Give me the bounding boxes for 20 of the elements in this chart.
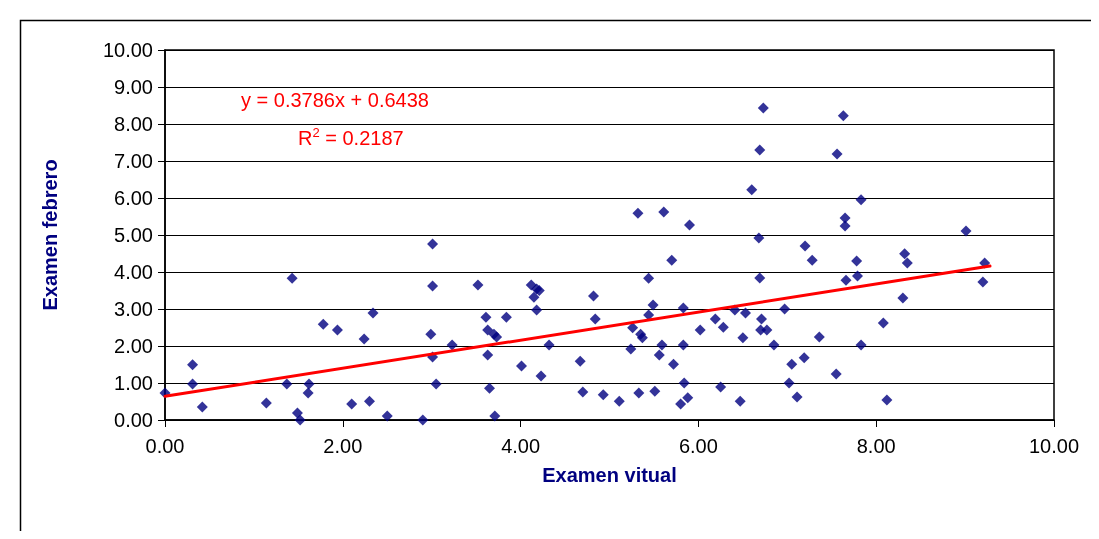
y-tick-label: 2.00 [114, 335, 153, 357]
y-tick-label: 1.00 [114, 372, 153, 394]
annotation: y = 0.3786x + 0.6438 [241, 89, 429, 111]
x-tick-label: 2.00 [323, 435, 363, 457]
y-tick-label: 6.00 [114, 187, 153, 209]
x-tick-label: 8.00 [856, 435, 896, 457]
x-tick-label: 10.00 [1028, 435, 1080, 457]
y-axis-title: Examen febrero [39, 159, 61, 311]
x-tick-label: 0.00 [145, 435, 185, 457]
y-tick-label: 4.00 [114, 261, 153, 283]
y-tick-label: 8.00 [114, 113, 153, 135]
x-tick-label: 4.00 [501, 435, 541, 457]
x-tick-label: 6.00 [678, 435, 718, 457]
y-tick-label: 9.00 [114, 76, 153, 98]
y-tick-label: 0.00 [114, 409, 153, 431]
y-tick-label: 7.00 [114, 150, 153, 172]
y-tick-label: 10.00 [102, 39, 153, 61]
y-tick-label: 5.00 [114, 224, 153, 246]
x-axis-title: Examen vitual [542, 464, 677, 486]
y-tick-label: 3.00 [114, 298, 153, 320]
